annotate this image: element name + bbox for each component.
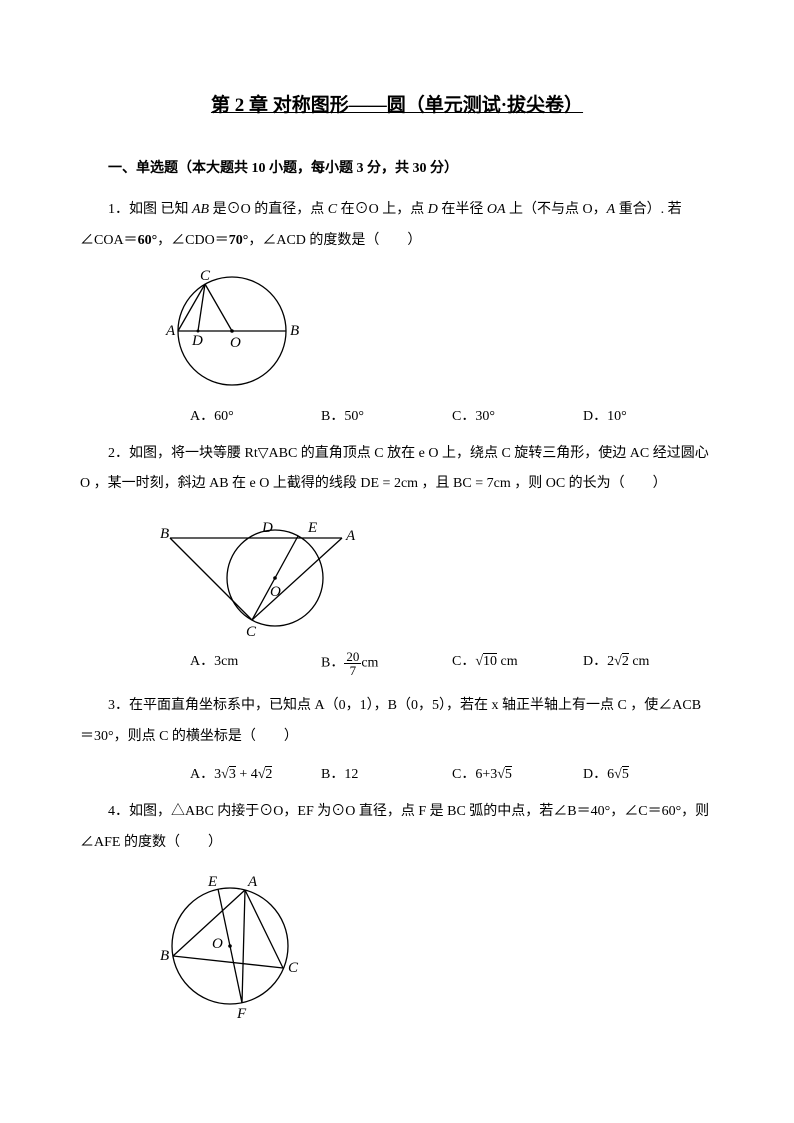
question-4: 4．如图，△ABC 内接于⊙O，EF 为⊙O 直径，点 F 是 BC 弧的中点，… bbox=[80, 797, 714, 859]
figure-q4: E A B C F O bbox=[150, 868, 714, 1023]
q3-opt-d: D．6√5 bbox=[583, 763, 714, 783]
q1-opt-a: A．60° bbox=[190, 405, 321, 425]
q1-opt-c: C．30° bbox=[452, 405, 583, 425]
q3-opt-c: C．6+3√5 bbox=[452, 763, 583, 783]
svg-text:D: D bbox=[261, 520, 273, 536]
q3-opt-a: A．3√3 + 4√2 bbox=[190, 763, 321, 783]
svg-text:C: C bbox=[246, 624, 257, 640]
question-2: 2．如图，将一块等腰 Rt▽ABC 的直角顶点 C 放在 e O 上，绕点 C … bbox=[80, 439, 714, 501]
svg-text:E: E bbox=[207, 874, 217, 890]
question-3: 3．在平面直角坐标系中，已知点 A（0，1），B（0，5），若在 x 轴正半轴上… bbox=[80, 691, 714, 753]
page-title: 第 2 章 对称图形——圆（单元测试·拔尖卷） bbox=[80, 90, 714, 117]
svg-text:O: O bbox=[212, 936, 223, 952]
q3-opt-b: B．12 bbox=[321, 763, 452, 783]
svg-text:O: O bbox=[230, 335, 241, 351]
svg-text:E: E bbox=[307, 520, 317, 536]
svg-text:B: B bbox=[290, 323, 299, 339]
q2-opt-c: C．√10 cm bbox=[452, 650, 583, 677]
svg-text:B: B bbox=[160, 526, 169, 542]
q1-opt-b: B．50° bbox=[321, 405, 452, 425]
svg-text:A: A bbox=[247, 874, 258, 890]
question-1: 1．如图 已知 AB 是⊙O 的直径，点 C 在⊙O 上，点 D 在半径 OA … bbox=[80, 195, 714, 257]
options-q3: A．3√3 + 4√2 B．12 C．6+3√5 D．6√5 bbox=[190, 763, 714, 783]
q2-opt-a: A．3cm bbox=[190, 650, 321, 677]
svg-text:A: A bbox=[345, 528, 356, 544]
svg-text:D: D bbox=[191, 333, 203, 349]
svg-text:O: O bbox=[270, 584, 281, 600]
figure-q1: A B C D O bbox=[150, 267, 714, 395]
options-q1: A．60° B．50° C．30° D．10° bbox=[190, 405, 714, 425]
options-q2: A．3cm B．207cm C．√10 cm D．2√2 cm bbox=[190, 650, 714, 677]
figure-q2: B A C D E O bbox=[150, 510, 714, 640]
q2-opt-d: D．2√2 cm bbox=[583, 650, 714, 677]
svg-text:C: C bbox=[200, 268, 211, 284]
svg-text:B: B bbox=[160, 948, 169, 964]
q2-opt-b: B．207cm bbox=[321, 650, 452, 677]
svg-text:A: A bbox=[165, 323, 176, 339]
svg-text:F: F bbox=[236, 1006, 247, 1022]
q1-opt-d: D．10° bbox=[583, 405, 714, 425]
section-heading: 一、单选题（本大题共 10 小题，每小题 3 分，共 30 分） bbox=[80, 157, 714, 177]
svg-text:C: C bbox=[288, 960, 299, 976]
